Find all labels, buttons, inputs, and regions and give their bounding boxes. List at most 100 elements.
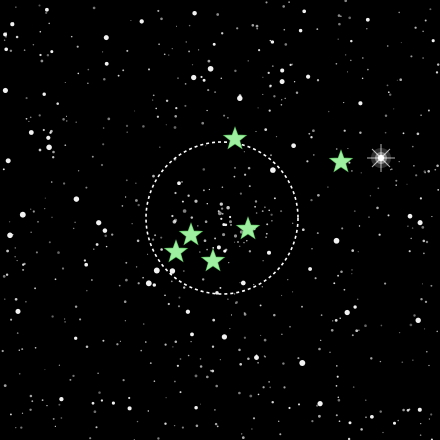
faint-star	[320, 314, 323, 316]
faint-star	[48, 22, 50, 25]
faint-star	[251, 23, 255, 27]
faint-star	[15, 427, 17, 429]
faint-star	[157, 9, 160, 12]
bright-star	[153, 267, 160, 274]
faint-star	[199, 365, 203, 368]
faint-star	[434, 168, 437, 171]
faint-star	[409, 323, 413, 327]
faint-star	[83, 259, 87, 262]
faint-star	[265, 236, 267, 238]
faint-star	[422, 239, 426, 243]
cluster-star	[233, 234, 238, 238]
faint-star	[74, 305, 78, 308]
faint-star	[75, 121, 77, 123]
bright-star	[407, 213, 413, 219]
bright-star	[370, 414, 374, 419]
faint-star	[125, 179, 128, 182]
faint-star	[337, 398, 341, 402]
faint-star	[336, 365, 338, 367]
bright-star	[237, 95, 243, 102]
bright-star	[393, 421, 396, 425]
bright-star	[417, 220, 423, 226]
faint-star	[72, 374, 75, 378]
faint-star	[230, 314, 233, 316]
faint-star	[34, 346, 37, 349]
faint-star	[10, 318, 13, 321]
faint-star	[188, 24, 191, 27]
faint-star	[31, 400, 34, 403]
faint-star	[119, 340, 121, 342]
faint-star	[243, 312, 246, 314]
faint-star	[376, 206, 379, 210]
bright-star	[270, 40, 275, 44]
bright-star	[46, 144, 52, 151]
faint-star	[212, 318, 216, 322]
faint-star	[9, 49, 13, 53]
faint-star	[4, 298, 6, 300]
faint-star	[238, 391, 241, 395]
faint-star	[29, 116, 32, 119]
cluster-star	[221, 186, 224, 188]
faint-star	[54, 278, 57, 281]
bright-star	[302, 9, 307, 14]
faint-star	[419, 434, 422, 436]
faint-star	[255, 130, 257, 133]
faint-star	[398, 11, 401, 14]
faint-star	[239, 245, 241, 247]
faint-star	[100, 163, 104, 167]
faint-star	[251, 428, 253, 430]
faint-star	[14, 247, 17, 249]
bright-star	[348, 421, 352, 425]
flare-spike	[371, 148, 391, 168]
faint-star	[85, 186, 88, 189]
faint-star	[359, 131, 362, 134]
faint-star	[269, 84, 272, 88]
faint-star	[421, 226, 425, 229]
faint-star	[261, 286, 263, 288]
faint-star	[289, 325, 291, 328]
faint-star	[174, 191, 177, 195]
faint-star	[355, 329, 359, 333]
faint-star	[3, 384, 7, 387]
faint-star	[260, 334, 262, 336]
faint-star	[223, 114, 226, 117]
faint-star	[344, 0, 348, 3]
bright-star	[42, 92, 46, 96]
faint-star	[1, 349, 4, 353]
bright-star	[298, 28, 303, 33]
faint-star	[239, 282, 241, 284]
faint-star	[126, 49, 129, 52]
faint-star	[140, 349, 143, 352]
bright-star	[308, 267, 312, 271]
faint-star	[413, 164, 415, 167]
faint-star	[293, 81, 296, 83]
faint-star	[134, 110, 136, 112]
bright-star	[306, 74, 311, 79]
bright-star	[344, 309, 350, 316]
faint-star	[269, 386, 272, 389]
faint-star	[310, 198, 313, 202]
faint-star	[152, 99, 154, 101]
faint-star	[194, 374, 198, 378]
faint-star	[401, 361, 404, 364]
bright-star	[2, 87, 8, 93]
faint-star	[122, 69, 125, 72]
faint-star	[38, 114, 41, 117]
faint-star	[311, 247, 313, 250]
bright-star	[353, 305, 357, 309]
faint-star	[301, 228, 305, 232]
faint-star	[185, 41, 187, 43]
bright-star-field	[2, 7, 435, 425]
faint-star	[243, 336, 247, 339]
faint-star	[243, 151, 245, 153]
faint-star	[176, 364, 179, 367]
faint-star	[237, 241, 239, 243]
faint-star	[253, 283, 255, 286]
faint-star	[419, 197, 422, 200]
faint-star	[277, 420, 280, 423]
faint-star	[89, 437, 92, 440]
cluster-star	[206, 248, 208, 251]
faint-star	[282, 362, 285, 365]
faint-star	[102, 339, 105, 342]
faint-star	[56, 102, 59, 105]
